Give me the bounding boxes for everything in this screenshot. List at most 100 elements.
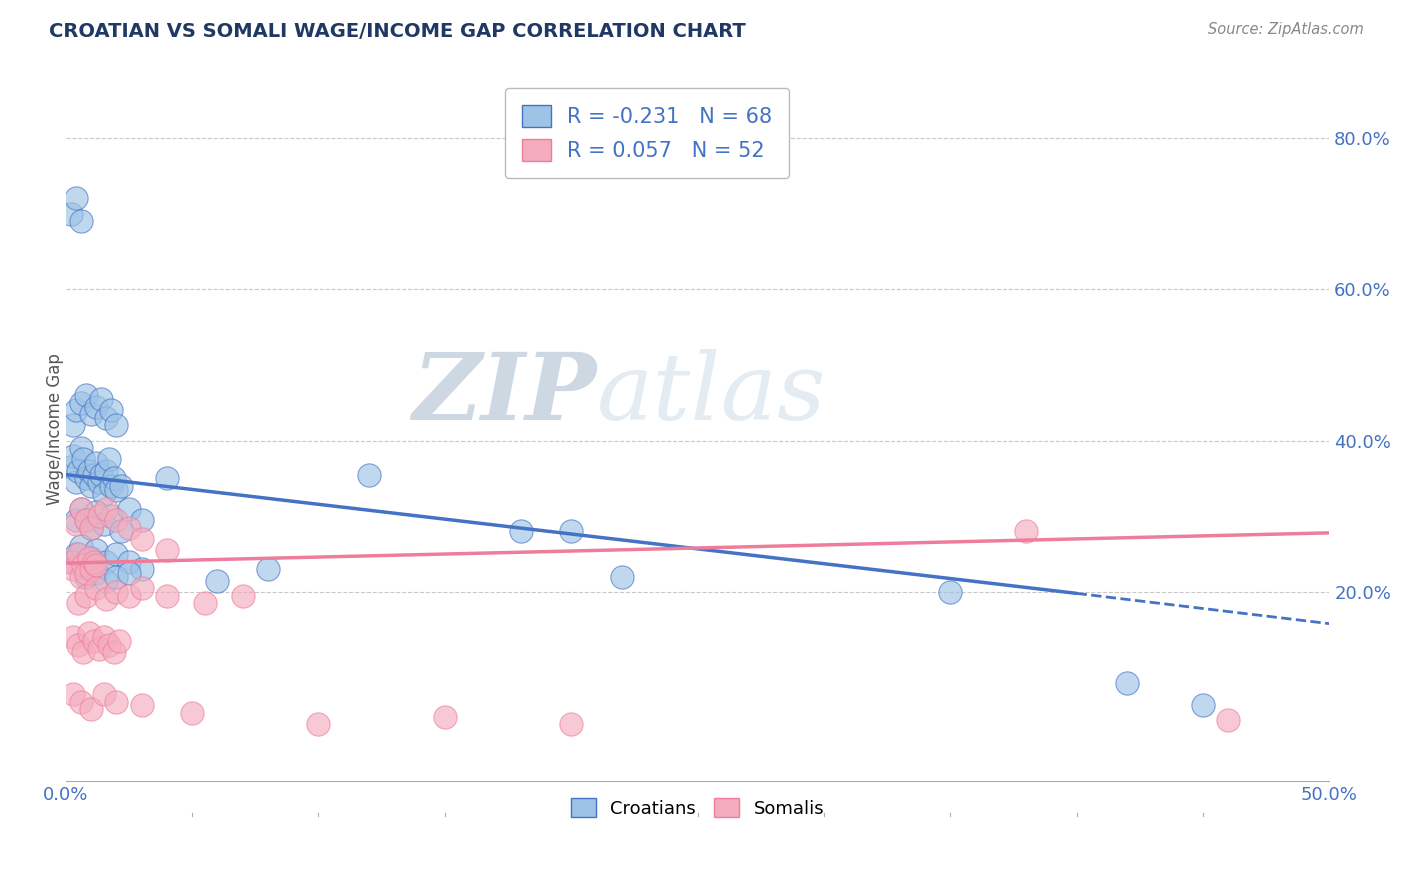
Point	[84, 400, 107, 414]
Point	[90, 467, 112, 482]
Point	[97, 638, 120, 652]
Point	[62, 630, 84, 644]
Point	[65, 192, 87, 206]
Point	[610, 570, 633, 584]
Point	[59, 206, 82, 220]
Point	[1218, 714, 1240, 728]
Point	[75, 513, 97, 527]
Point	[257, 562, 280, 576]
Point	[1015, 524, 1038, 539]
Point	[62, 418, 84, 433]
Point	[75, 558, 97, 573]
Point	[84, 543, 107, 558]
Point	[110, 524, 132, 539]
Point	[93, 516, 115, 531]
Point	[67, 596, 90, 610]
Point	[83, 634, 105, 648]
Point	[509, 524, 531, 539]
Point	[232, 589, 254, 603]
Point	[96, 592, 118, 607]
Point	[560, 717, 582, 731]
Point	[70, 214, 93, 228]
Point	[118, 566, 141, 580]
Point	[75, 388, 97, 402]
Point	[1116, 675, 1139, 690]
Point	[77, 626, 100, 640]
Point	[96, 464, 118, 478]
Point	[100, 479, 122, 493]
Point	[70, 540, 93, 554]
Point	[70, 501, 93, 516]
Text: atlas: atlas	[596, 349, 825, 439]
Point	[84, 505, 107, 519]
Point	[939, 585, 962, 599]
Point	[75, 471, 97, 485]
Point	[84, 581, 107, 595]
Point	[96, 410, 118, 425]
Point	[62, 449, 84, 463]
Point	[131, 562, 153, 576]
Point	[67, 547, 90, 561]
Point	[1192, 698, 1215, 713]
Point	[181, 706, 204, 720]
Text: Source: ZipAtlas.com: Source: ZipAtlas.com	[1208, 22, 1364, 37]
Point	[103, 471, 125, 485]
Point	[103, 645, 125, 659]
Point	[67, 464, 90, 478]
Point	[118, 555, 141, 569]
Point	[75, 513, 97, 527]
Point	[433, 709, 456, 723]
Point	[65, 403, 87, 417]
Point	[70, 396, 93, 410]
Point	[93, 630, 115, 644]
Point	[67, 638, 90, 652]
Point	[108, 634, 131, 648]
Point	[105, 585, 128, 599]
Point	[131, 698, 153, 713]
Point	[93, 486, 115, 500]
Point	[59, 460, 82, 475]
Point	[65, 513, 87, 527]
Point	[131, 532, 153, 546]
Point	[87, 475, 110, 490]
Point	[70, 695, 93, 709]
Point	[80, 562, 103, 576]
Point	[80, 479, 103, 493]
Point	[65, 516, 87, 531]
Point	[105, 483, 128, 497]
Point	[75, 589, 97, 603]
Text: ZIP: ZIP	[412, 349, 596, 439]
Point	[93, 687, 115, 701]
Point	[80, 520, 103, 534]
Point	[70, 441, 93, 455]
Point	[100, 403, 122, 417]
Point	[70, 570, 93, 584]
Y-axis label: Wage/Income Gap: Wage/Income Gap	[46, 353, 63, 505]
Point	[84, 456, 107, 470]
Point	[100, 509, 122, 524]
Point	[77, 464, 100, 478]
Point	[97, 452, 120, 467]
Text: CROATIAN VS SOMALI WAGE/INCOME GAP CORRELATION CHART: CROATIAN VS SOMALI WAGE/INCOME GAP CORRE…	[49, 22, 747, 41]
Point	[75, 566, 97, 580]
Point	[118, 520, 141, 534]
Point	[80, 702, 103, 716]
Point	[59, 555, 82, 569]
Point	[83, 467, 105, 482]
Point	[560, 524, 582, 539]
Point	[72, 645, 94, 659]
Legend: Croatians, Somalis: Croatians, Somalis	[564, 791, 832, 825]
Point	[84, 566, 107, 580]
Point	[118, 501, 141, 516]
Point	[80, 407, 103, 421]
Point	[105, 513, 128, 527]
Point	[75, 570, 97, 584]
Point	[96, 501, 118, 516]
Point	[65, 547, 87, 561]
Point	[194, 596, 217, 610]
Point	[65, 475, 87, 490]
Point	[105, 547, 128, 561]
Point	[156, 543, 179, 558]
Point	[207, 574, 229, 588]
Point	[62, 562, 84, 576]
